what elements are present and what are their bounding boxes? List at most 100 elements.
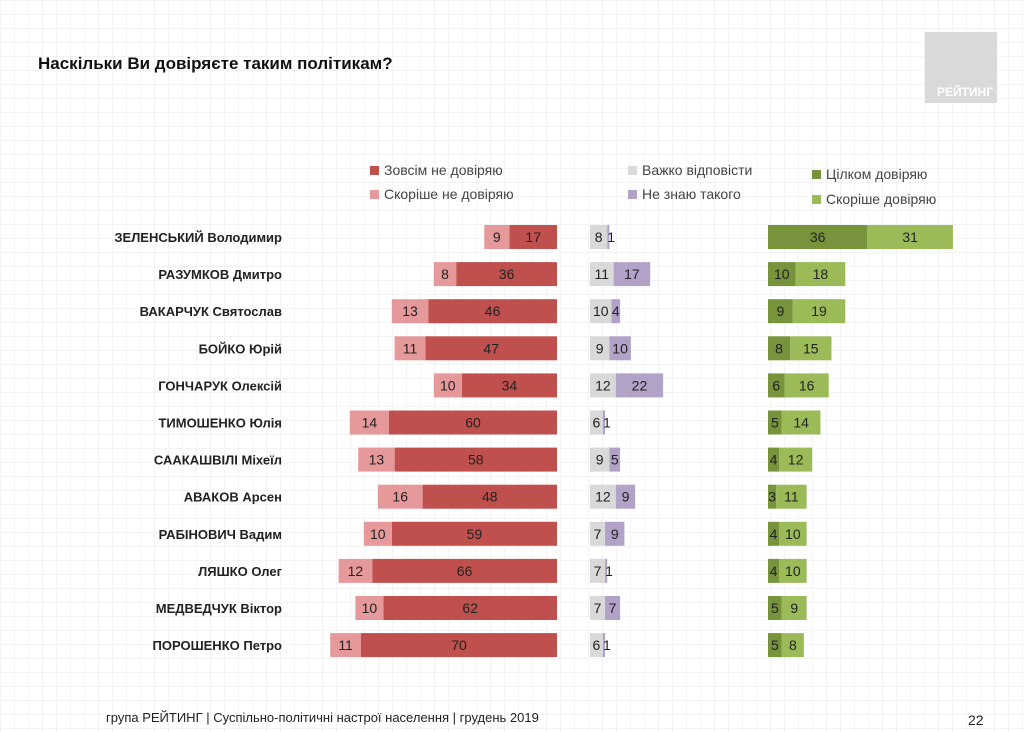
data-label: 5	[611, 452, 619, 468]
bar-rather-trust	[781, 410, 821, 435]
bar-full-trust	[768, 373, 785, 398]
data-label: 7	[594, 563, 602, 579]
bar-dont-know	[605, 558, 608, 583]
data-label: 12	[348, 563, 364, 579]
data-label: 36	[810, 229, 826, 245]
category-label: ЛЯШКО Олег	[198, 564, 282, 579]
legend-item-1: Скоріше не довіряю	[370, 186, 514, 202]
data-label: 58	[468, 452, 484, 468]
legend-label: Скоріше довіряю	[826, 191, 937, 207]
bar-dont-know	[609, 447, 621, 472]
bar-rather-distrust	[433, 262, 457, 287]
data-label: 22	[632, 377, 648, 393]
legend-swatch	[628, 189, 637, 199]
bar-strong-distrust	[361, 633, 557, 658]
bar-rather-trust	[779, 447, 813, 472]
category-label: ТИМОШЕНКО Юлія	[158, 416, 282, 431]
data-label: 4	[612, 303, 620, 319]
data-label: 1	[607, 229, 615, 245]
legend-label: Цілком довіряю	[826, 166, 928, 182]
data-label: 12	[595, 489, 611, 505]
legend-item-2: Важко відповісти	[628, 162, 752, 178]
bar-strong-distrust	[383, 596, 557, 620]
bar-rather-trust	[795, 262, 846, 287]
bar-rather-distrust	[484, 225, 510, 249]
data-label: 3	[768, 489, 776, 505]
bar-strong-distrust	[394, 447, 557, 472]
data-label: 9	[622, 489, 630, 505]
bar-strong-distrust	[422, 484, 557, 509]
data-label: 5	[771, 600, 779, 616]
bar-strong-distrust	[389, 410, 557, 435]
bar-dont-know	[611, 299, 621, 324]
data-label: 17	[525, 229, 541, 245]
legend-swatch	[812, 194, 821, 204]
data-label: 12	[595, 377, 611, 393]
legend-swatch	[812, 169, 821, 179]
data-label: 4	[770, 526, 778, 542]
bar-rather-trust	[781, 596, 807, 620]
data-label: 8	[595, 229, 603, 245]
bar-rather-trust	[790, 336, 832, 361]
bar-dont-know	[609, 336, 631, 361]
bar-full-trust	[768, 633, 782, 658]
data-label: 16	[799, 377, 815, 393]
bar-dont-know	[605, 521, 625, 546]
data-label: 9	[596, 340, 604, 356]
bar-dont-know	[615, 484, 636, 509]
category-label: ПОРОШЕНКО Петро	[153, 638, 283, 653]
bar-rather-distrust	[330, 633, 361, 658]
data-label: 9	[493, 229, 501, 245]
data-label: 1	[605, 563, 613, 579]
bar-full-trust	[768, 225, 868, 249]
legend-label: Не знаю такого	[642, 186, 741, 202]
legend-item-4: Цілком довіряю	[812, 166, 927, 182]
bar-dont-know	[602, 633, 606, 658]
data-label: 47	[483, 340, 499, 356]
data-label: 13	[402, 303, 418, 319]
bar-hard-to-say	[590, 521, 606, 546]
bar-hard-to-say	[590, 558, 606, 583]
data-label: 7	[594, 600, 602, 616]
bar-hard-to-say	[590, 633, 603, 658]
data-label: 9	[596, 452, 604, 468]
data-label: 18	[813, 266, 829, 282]
bar-rather-distrust	[363, 521, 392, 546]
category-label: АВАКОВ Арсен	[184, 490, 282, 505]
bar-hard-to-say	[590, 484, 616, 509]
bar-hard-to-say	[590, 299, 612, 324]
data-label: 6	[593, 415, 601, 431]
bar-full-trust	[768, 447, 780, 472]
bar-hard-to-say	[590, 410, 603, 435]
data-label: 7	[594, 526, 602, 542]
data-label: 11	[338, 637, 353, 653]
data-label: 10	[774, 266, 790, 282]
bar-full-trust	[768, 558, 780, 583]
data-label: 11	[784, 489, 799, 505]
data-label: 62	[462, 600, 478, 616]
legend-swatch	[370, 165, 379, 175]
category-label: РАЗУМКОВ Дмитро	[158, 267, 282, 282]
bar-rather-distrust	[349, 410, 389, 435]
legend-item-0: Зовсім не довіряю	[370, 162, 503, 178]
footer-text: група РЕЙТИНГ | Суспільно-політичні наст…	[106, 710, 539, 725]
category-label: МЕДВЕДЧУК Віктор	[156, 601, 282, 616]
data-label: 6	[593, 637, 601, 653]
data-label: 4	[770, 452, 778, 468]
data-label: 10	[785, 563, 801, 579]
data-label: 10	[370, 526, 386, 542]
bar-rather-distrust	[338, 558, 373, 583]
page-title: Наскільки Ви довіряєте таким політикам?	[38, 54, 393, 73]
data-label: 1	[603, 415, 611, 431]
bar-hard-to-say	[590, 336, 610, 361]
data-label: 11	[595, 266, 610, 282]
data-label: 14	[362, 415, 378, 431]
bar-full-trust	[768, 410, 782, 435]
logo-text: РЕЙТИНГ	[936, 85, 993, 99]
bar-rather-distrust	[391, 299, 429, 324]
bar-full-trust	[768, 484, 777, 509]
data-label: 6	[772, 377, 780, 393]
bar-hard-to-say	[590, 225, 608, 249]
bar-strong-distrust	[372, 558, 557, 583]
data-label: 59	[467, 526, 483, 542]
